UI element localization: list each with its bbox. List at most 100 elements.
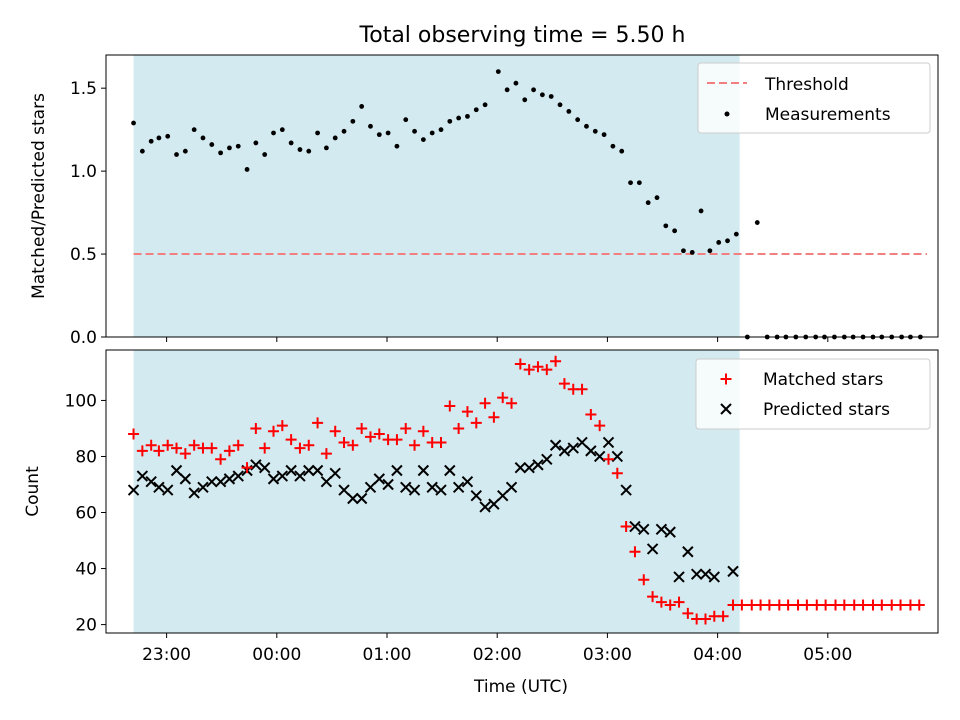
predicted-star-point: [452, 481, 465, 494]
legend-predicted-marker: [720, 403, 732, 415]
predicted-star-point: [549, 439, 562, 451]
predicted-star-point: [727, 565, 739, 578]
x-axis-label: Time (UTC): [473, 677, 568, 697]
predicted-star-point: [602, 436, 615, 449]
predicted-star-point: [285, 464, 297, 477]
measurement-point: [139, 148, 145, 154]
predicted-star-point: [435, 484, 447, 496]
top-axes-frame: [105, 54, 939, 338]
measurement-point: [385, 130, 391, 136]
measurement-point: [235, 143, 241, 149]
measurement-point: [754, 220, 760, 225]
matched-star-point: [558, 378, 570, 390]
measurement-point: [306, 148, 312, 154]
predicted-star-point: [329, 467, 341, 479]
measurement-point: [165, 133, 171, 139]
matched-star-point: [179, 448, 191, 460]
measurement-point: [227, 145, 232, 151]
predicted-star-point: [426, 481, 438, 494]
matched-star-point: [206, 442, 218, 454]
predicted-star-point: [355, 492, 368, 505]
measurement-point: [315, 130, 320, 136]
matched-star-point: [444, 400, 456, 412]
predicted-star-point: [585, 445, 597, 457]
matched-star-point: [876, 599, 888, 611]
top-y-axis-label: Matched/Predicted stars: [29, 93, 49, 299]
predicted-star-point: [391, 464, 403, 477]
predicted-star-point: [373, 473, 386, 485]
measurement-point: [394, 143, 400, 149]
measurement-point: [733, 231, 739, 237]
measurement-point: [412, 128, 417, 134]
bottom-x-tick-label: 23:00: [142, 645, 191, 665]
bottom-legend: Matched stars Predicted stars: [695, 358, 931, 430]
top-y-tick-label: 1.0: [70, 162, 97, 182]
predicted-star-point: [232, 470, 244, 482]
matched-star-point: [453, 422, 465, 434]
measurement-point: [191, 127, 197, 133]
measurement-point: [279, 127, 285, 133]
measurement-point: [174, 152, 179, 157]
legend-matched-marker: [720, 373, 732, 385]
matched-star-point: [215, 453, 227, 465]
matched-star-point: [699, 613, 711, 625]
measurement-point: [156, 135, 162, 141]
predicted-star-point: [267, 473, 280, 485]
top-x-axis: [166, 337, 829, 342]
matched-star-point: [294, 442, 306, 454]
measurement-point: [522, 97, 528, 103]
matched-star-point: [250, 422, 262, 434]
measurement-point: [332, 135, 338, 141]
measurement-point: [557, 102, 563, 108]
matched-star-point: [259, 442, 271, 454]
predicted-star-point: [136, 470, 149, 482]
matched-star-point: [285, 434, 297, 446]
matched-star-point: [763, 599, 775, 611]
measurement-point: [200, 135, 206, 141]
matched-star-point: [356, 422, 368, 434]
predicted-star-point: [620, 484, 632, 496]
predicted-star-point: [417, 464, 430, 477]
measurement-point: [253, 140, 259, 146]
measurement-point: [628, 180, 633, 186]
top-y-axis: 0.0 0.5 1.0 1.5: [70, 79, 106, 348]
matched-star-point: [820, 599, 832, 611]
measurement-point: [566, 109, 572, 114]
predicted-star-point: [303, 464, 315, 477]
measurement-point: [148, 138, 154, 144]
matched-star-point: [664, 599, 676, 611]
matched-star-point: [532, 361, 544, 373]
top-panel: 0.0 0.5 1.0 1.5 Total observing time = 5.50…: [29, 23, 939, 348]
legend-matched-label: Matched stars: [763, 370, 883, 390]
matched-star-point: [153, 445, 165, 457]
predicted-star-point: [145, 475, 157, 488]
predicted-star-point: [673, 571, 685, 583]
predicted-star-point: [470, 489, 482, 502]
predicted-star-point: [514, 461, 527, 474]
measurement-point: [716, 240, 722, 245]
predicted-star-point: [655, 523, 668, 536]
matched-star-point: [268, 425, 280, 437]
measurement-point: [218, 150, 224, 156]
matched-star-point: [373, 428, 385, 440]
measurement-point: [262, 152, 268, 157]
matched-star-point: [320, 448, 332, 460]
measurement-point: [465, 113, 470, 119]
matched-star-point: [232, 439, 244, 451]
matched-star-point: [470, 417, 482, 429]
matched-star-point: [514, 358, 526, 370]
predicted-star-point: [461, 475, 474, 488]
predicted-star-point: [638, 523, 650, 536]
measurement-point: [548, 94, 554, 99]
matched-star-point: [188, 439, 200, 451]
bottom-x-tick-label: 04:00: [693, 645, 742, 665]
matched-star-point: [391, 434, 403, 446]
predicted-star-point: [206, 475, 218, 488]
measurement-point: [359, 104, 365, 109]
matched-star-point: [162, 439, 174, 451]
matched-star-point: [479, 397, 491, 409]
bottom-y-tick-label: 20: [75, 616, 97, 636]
top-legend: Threshold Measurements: [697, 62, 931, 134]
measurement-point: [698, 208, 704, 214]
predicted-star-point: [127, 484, 140, 496]
